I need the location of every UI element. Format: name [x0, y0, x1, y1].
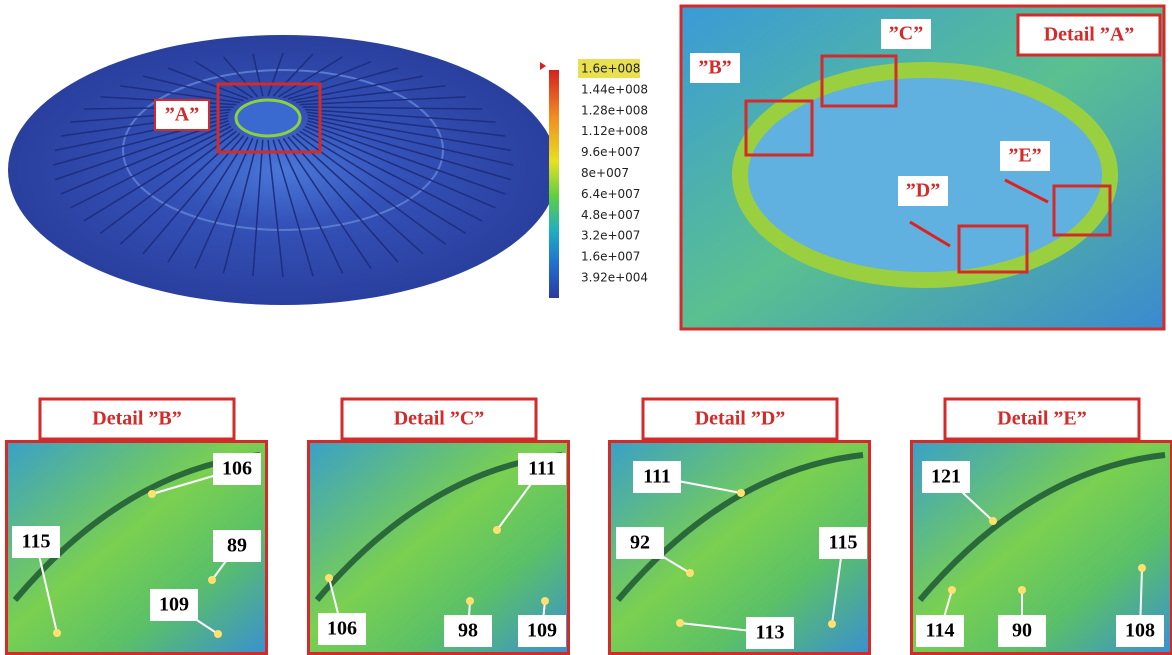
callout-value: 109: [159, 594, 189, 616]
colorbar-label: 6.4e+007: [581, 187, 640, 201]
colorbar-label: 9.6e+007: [581, 145, 640, 159]
colorbar-label: 1.6e+008: [581, 62, 640, 76]
colorbar-label: 1.28e+008: [581, 103, 648, 117]
callout-value: 115: [829, 532, 858, 554]
detail-label: ”A”: [165, 104, 199, 126]
hotspot: [948, 586, 956, 594]
callout-value: 121: [931, 466, 961, 488]
callout-value: 98: [458, 620, 478, 642]
callout-value: 114: [926, 620, 955, 642]
hotspot: [493, 526, 501, 534]
colorbar-label: 1.44e+008: [581, 82, 648, 96]
overview-model: [8, 35, 558, 305]
detail-title: Detail ”B”: [92, 408, 181, 430]
callout-value: 111: [643, 466, 671, 488]
detail-label: ”C”: [889, 23, 923, 45]
hotspot: [214, 630, 222, 638]
callout-value: 109: [527, 620, 557, 642]
callout-value: 106: [222, 458, 252, 480]
hotspot: [148, 490, 156, 498]
hotspot: [1138, 564, 1146, 572]
colorbar-label: 1.12e+008: [581, 124, 648, 138]
callout-value: 111: [528, 458, 556, 480]
hotspot: [466, 597, 474, 605]
hotspot: [737, 489, 745, 497]
detail-label: ”D”: [906, 180, 940, 202]
detail-title: Detail ”E”: [997, 408, 1086, 430]
hotspot: [828, 620, 836, 628]
hotspot: [676, 619, 684, 627]
hotspot: [325, 574, 333, 582]
detail-label: ”B”: [698, 57, 731, 79]
detail-label: ”E”: [1008, 145, 1041, 167]
figure: ”A” 1.6e+008 1.44e+008 1.28e+008 1.12e+008 9…: [0, 0, 1172, 655]
hotspot: [686, 569, 694, 577]
hotspot: [53, 629, 61, 637]
hotspot: [1018, 586, 1026, 594]
callout-value: 113: [756, 622, 785, 644]
colorbar: [549, 70, 559, 298]
colorbar-marker: [540, 62, 546, 70]
callout-value: 108: [1125, 620, 1155, 642]
callout-value: 106: [327, 618, 357, 640]
detail-a-title: Detail ”A”: [1044, 24, 1135, 46]
colorbar-label: 3.2e+007: [581, 229, 640, 243]
colorbar-label: 3.92e+004: [581, 271, 648, 285]
colorbar-label: 1.6e+007: [581, 250, 640, 264]
detail-title: Detail ”C”: [394, 408, 485, 430]
detail-title: Detail ”D”: [695, 408, 786, 430]
callout-value: 90: [1012, 620, 1032, 642]
hotspot: [541, 597, 549, 605]
hotspot: [208, 576, 216, 584]
callout-value: 89: [227, 535, 247, 557]
callout-value: 115: [22, 531, 51, 553]
callout-value: 92: [630, 532, 650, 554]
colorbar-label: 8e+007: [581, 166, 629, 180]
colorbar-label: 4.8e+007: [581, 208, 640, 222]
hotspot: [989, 517, 997, 525]
